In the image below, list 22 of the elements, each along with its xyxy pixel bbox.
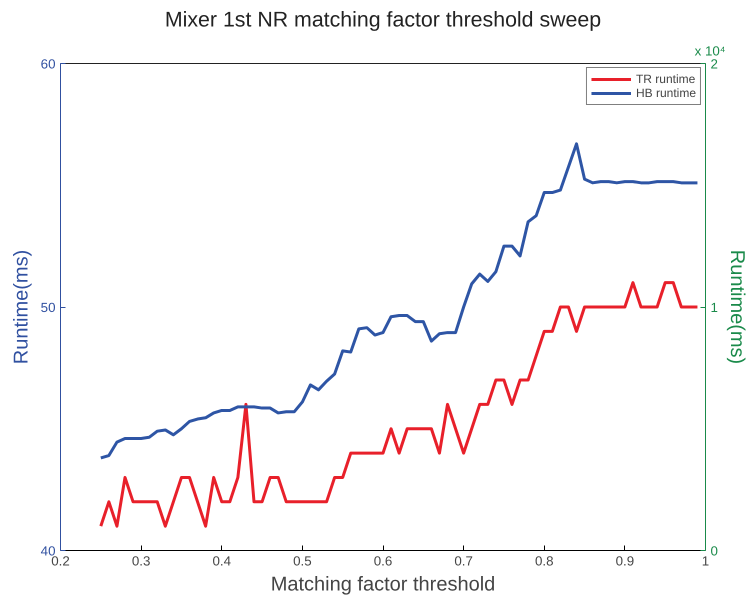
x-tick-label: 0.7 bbox=[454, 554, 473, 568]
y2-axis-title: Runtime(ms) bbox=[726, 250, 748, 364]
y2-tick-label: 0 bbox=[710, 544, 718, 558]
line-series bbox=[99, 142, 699, 460]
chart-title: Mixer 1st NR matching factor threshold sweep bbox=[164, 8, 602, 32]
x-tick-label: 0.6 bbox=[374, 554, 392, 568]
legend-label: HB runtime bbox=[636, 86, 696, 100]
line-series bbox=[99, 281, 699, 528]
y-axis-title: Runtime(ms) bbox=[10, 250, 33, 364]
y-tick-label: 60 bbox=[40, 56, 56, 72]
x-axis-title: Matching factor threshold bbox=[270, 574, 496, 596]
x-tick-label: 0.4 bbox=[212, 554, 232, 568]
x-tick-label: 0.5 bbox=[293, 554, 312, 568]
text: x 10⁴ bbox=[694, 44, 726, 58]
x-tick-label: 0.9 bbox=[616, 554, 634, 568]
x-tick-label: 0.8 bbox=[534, 554, 554, 568]
y2-tick-label: 1 bbox=[710, 300, 718, 315]
y2-tick-label: 2 bbox=[710, 56, 718, 72]
y-tick-label: 50 bbox=[40, 300, 56, 315]
x-tick-label: 0.3 bbox=[132, 554, 150, 568]
legend-label: TR runtime bbox=[636, 72, 696, 86]
x-tick-label: 1 bbox=[702, 554, 710, 568]
